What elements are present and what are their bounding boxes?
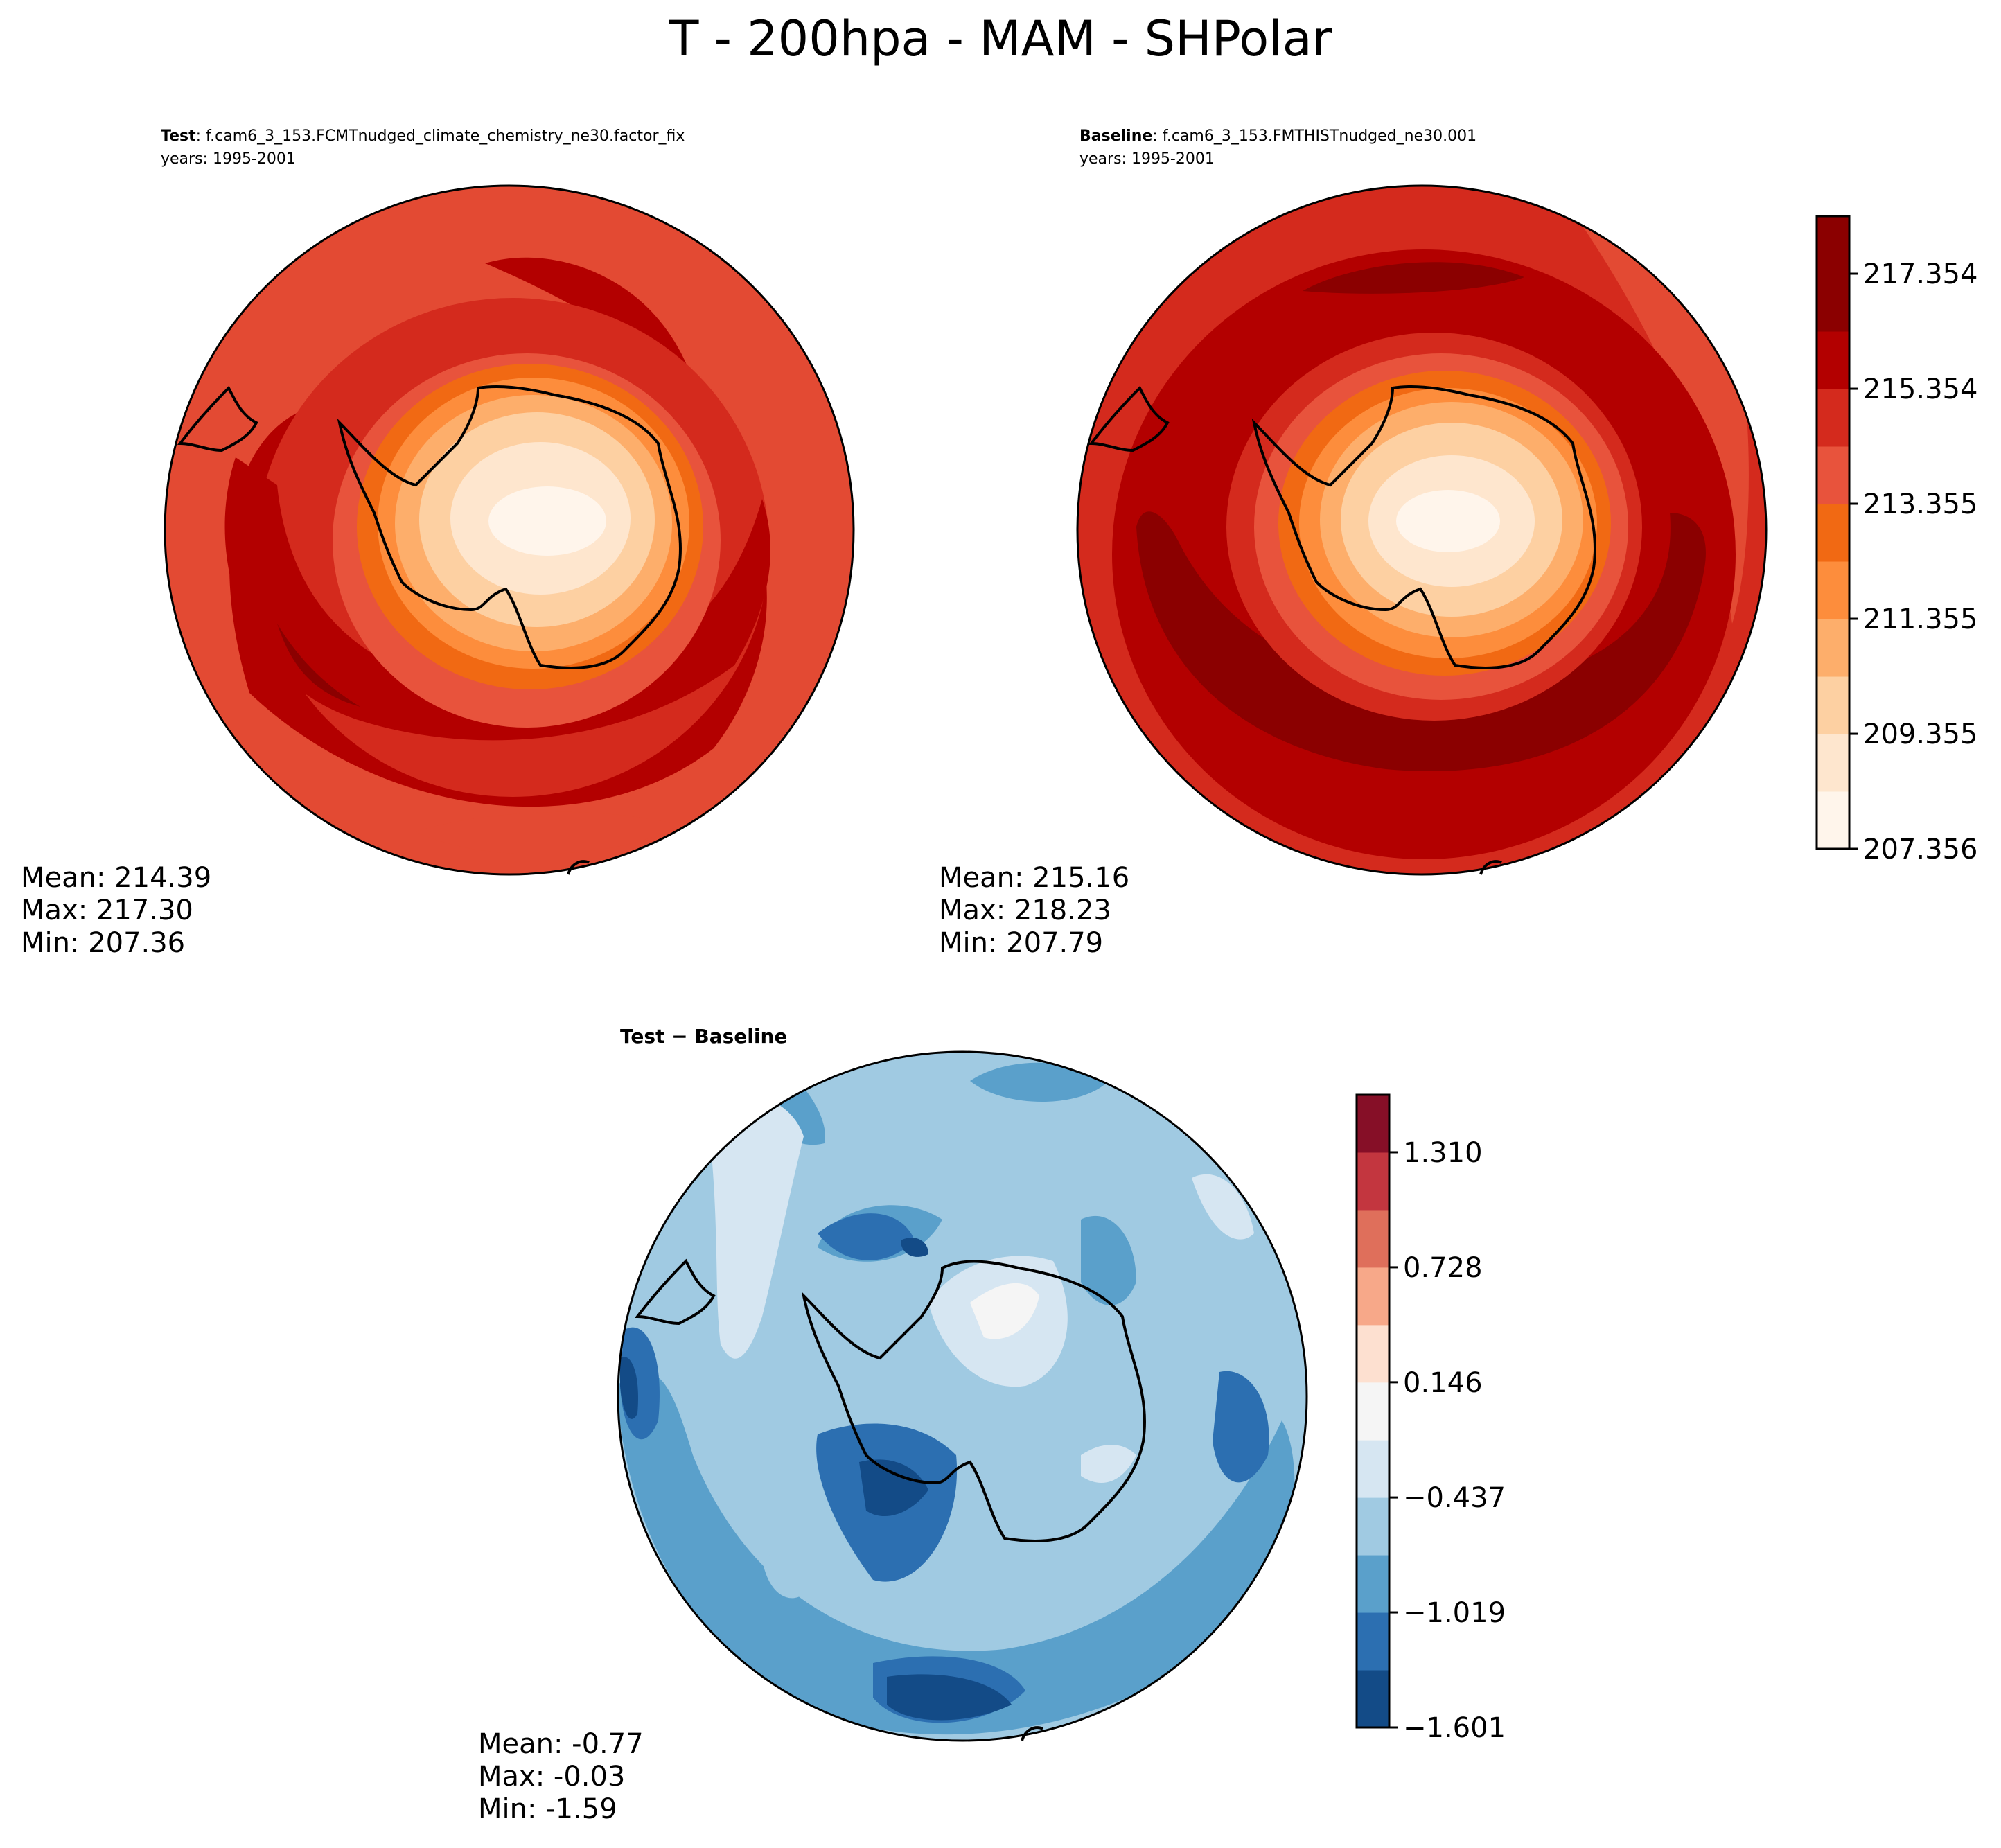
test-coastline-southamerica — [177, 385, 258, 452]
colorbar-abs-swatch — [1817, 503, 1849, 562]
colorbar-diff-tick-label: 0.728 — [1403, 1252, 1483, 1284]
colorbar-diff-swatch — [1357, 1324, 1389, 1383]
baseline-coastline-bottom — [1479, 860, 1502, 875]
colorbar-abs-tick-label: 215.354 — [1863, 373, 1977, 405]
colorbar-abs-swatch — [1817, 331, 1849, 389]
colorbar-abs-swatch — [1817, 676, 1849, 734]
test-years: years: 1995-2001 — [161, 150, 296, 168]
baseline-coastline-antarctica — [1251, 385, 1597, 669]
baseline-map-frame — [1076, 184, 1768, 876]
panel-baseline: Baseline: f.cam6_3_153.FMTHISTnudged_ne3… — [939, 127, 1768, 959]
colorbar-difference: −1.601 −1.019 −0.437 0.146 0.728 1.310 — [1355, 1093, 1506, 1744]
panel-difference: Test − Baseline Me — [478, 1025, 1308, 1825]
test-min: Min: 207.36 — [21, 927, 185, 959]
colorbar-diff-swatch — [1357, 1095, 1389, 1153]
diff-max: Max: -0.03 — [478, 1761, 625, 1793]
colorbar-abs-tick-label: 213.355 — [1863, 489, 1977, 520]
colorbar-abs-tick-label: 209.355 — [1863, 719, 1977, 750]
test-mean: Mean: 214.39 — [21, 862, 211, 894]
colorbar-abs-swatch — [1817, 619, 1849, 677]
colorbar-abs-tick-label: 217.354 — [1863, 258, 1977, 290]
colorbar-absolute: 207.356 209.355 211.355 213.355 215.354 217.3… — [1815, 215, 1977, 865]
colorbar-diff-swatch — [1357, 1670, 1389, 1728]
colorbar-diff-tick-label: −1.601 — [1403, 1712, 1506, 1744]
figure-title: T - 200hpa - MAM - SHPolar — [669, 10, 1332, 67]
test-label-rest: : f.cam6_3_153.FCMTnudged_climate_chemis… — [196, 127, 685, 145]
colorbar-abs-swatch — [1817, 446, 1849, 504]
diff-title: Test − Baseline — [620, 1025, 787, 1048]
baseline-label-bold: Baseline — [1079, 127, 1152, 145]
baseline-coastline-southamerica — [1088, 385, 1170, 452]
colorbar-abs-tick-label: 207.356 — [1863, 834, 1977, 865]
colorbar-abs-swatch — [1817, 216, 1849, 274]
baseline-label-rest: : f.cam6_3_153.FMTHISTnudged_ne30.001 — [1152, 127, 1476, 145]
colorbar-diff-swatch — [1357, 1497, 1389, 1556]
test-coastline-bottom — [567, 860, 590, 875]
panel-test: Test: f.cam6_3_153.FCMTnudged_climate_ch… — [21, 127, 855, 959]
test-map-frame — [164, 184, 855, 876]
test-max: Max: 217.30 — [21, 895, 193, 926]
baseline-contour-field — [1077, 186, 1766, 874]
colorbar-abs-swatch — [1817, 274, 1849, 332]
diff-contour-field — [618, 1052, 1307, 1741]
colorbar-abs-frame — [1815, 215, 1851, 850]
baseline-max: Max: 218.23 — [939, 895, 1111, 926]
colorbar-diff-swatch — [1357, 1267, 1389, 1326]
colorbar-diff-swatch — [1357, 1612, 1389, 1671]
colorbar-diff-swatch — [1357, 1440, 1389, 1498]
diff-coastline-antarctica — [801, 1260, 1147, 1542]
diff-mean: Mean: -0.77 — [478, 1728, 644, 1760]
baseline-min: Min: 207.79 — [939, 927, 1103, 959]
colorbar-diff-frame — [1355, 1093, 1391, 1729]
colorbar-diff-tick-label: −1.019 — [1403, 1597, 1506, 1629]
diff-map-frame — [617, 1050, 1308, 1742]
colorbar-abs-swatch — [1817, 791, 1849, 850]
colorbar-diff-tick-label: 0.146 — [1403, 1367, 1483, 1399]
colorbar-diff-swatch — [1357, 1382, 1389, 1441]
diff-min: Min: -1.59 — [478, 1793, 617, 1825]
colorbar-abs-tick-label: 211.355 — [1863, 604, 1977, 635]
colorbar-diff-swatch — [1357, 1209, 1389, 1268]
test-contour-field — [165, 186, 854, 874]
colorbar-abs-swatch — [1817, 389, 1849, 447]
colorbar-diff-tick-label: 1.310 — [1403, 1137, 1483, 1169]
colorbar-diff-tick-label: −0.437 — [1403, 1482, 1506, 1514]
colorbar-abs-swatch — [1817, 561, 1849, 619]
colorbar-diff-swatch — [1357, 1152, 1389, 1211]
diff-coastline-bottom — [1021, 1726, 1043, 1741]
colorbar-abs-swatch — [1817, 734, 1849, 792]
baseline-years: years: 1995-2001 — [1079, 150, 1215, 168]
baseline-label: Baseline: f.cam6_3_153.FMTHISTnudged_ne3… — [1079, 127, 1476, 145]
test-label: Test: f.cam6_3_153.FCMTnudged_climate_ch… — [161, 127, 685, 145]
colorbar-diff-swatch — [1357, 1555, 1389, 1613]
diff-coastline-southamerica — [635, 1258, 716, 1326]
baseline-mean: Mean: 215.16 — [939, 862, 1129, 894]
test-coastline-antarctica — [337, 385, 682, 669]
test-label-bold: Test — [161, 127, 196, 145]
